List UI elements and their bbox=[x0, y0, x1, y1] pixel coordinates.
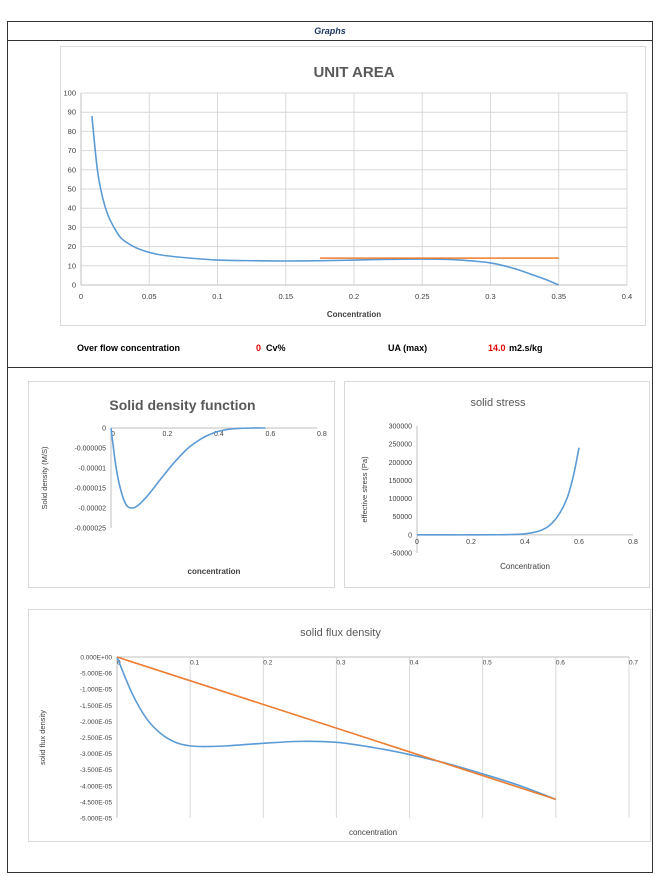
y-tick-label: -5.000E-06 bbox=[80, 671, 113, 678]
section-divider bbox=[7, 367, 653, 368]
solid-stress-chart-frame: solid stress -50000 0 50000 100000 150000 2000… bbox=[344, 381, 650, 588]
y-axis-label: Solid density (M/S) bbox=[40, 446, 49, 509]
x-tick-label: 0.8 bbox=[317, 431, 327, 438]
x-tick-label: 0.05 bbox=[142, 292, 157, 301]
ua-value: 14.0 bbox=[488, 343, 506, 353]
solid-flux-chart: solid flux density 0.000E+00 -5.000E-06 -1.… bbox=[38, 627, 638, 837]
x-tick-label: 0.5 bbox=[483, 660, 492, 667]
x-tick-label: 0.3 bbox=[336, 660, 345, 667]
x-tick-label: 0.7 bbox=[629, 660, 638, 667]
y-tick-label: -4.000E-05 bbox=[80, 783, 113, 790]
series-line-1 bbox=[116, 656, 557, 801]
y-tick-label: 10 bbox=[68, 261, 76, 270]
x-tick-label: 0.15 bbox=[278, 292, 293, 301]
x-tick-label: 0.2 bbox=[163, 431, 173, 438]
series-line-2 bbox=[116, 656, 557, 801]
y-tick-label: -3.500E-05 bbox=[80, 767, 113, 774]
series-line-1 bbox=[110, 427, 266, 509]
y-tick-label: 90 bbox=[68, 108, 76, 117]
x-tick-label: 0.35 bbox=[551, 292, 566, 301]
chart-title: solid stress bbox=[470, 397, 526, 409]
x-tick-label: 0.4 bbox=[520, 539, 530, 546]
x-tick-label: 0.6 bbox=[574, 539, 584, 546]
unit-area-chart: UNIT AREA 0 10 20 30 40 50 60 70 80 90 100 0 0.05 0.1 0… bbox=[50, 64, 632, 319]
y-tick-label: 40 bbox=[68, 204, 76, 213]
series-line-1 bbox=[91, 115, 560, 286]
x-tick-label: 0 bbox=[79, 292, 83, 301]
y-axis-label: solid flux density bbox=[38, 710, 47, 765]
y-tick-label: 50 bbox=[68, 185, 76, 194]
overflow-value: 0 bbox=[256, 343, 262, 353]
x-axis-label: Concentration bbox=[327, 310, 381, 319]
y-tick-label: -2.000E-05 bbox=[80, 719, 113, 726]
y-tick-label: 50000 bbox=[393, 514, 413, 521]
x-tick-label: 0 bbox=[111, 431, 115, 438]
y-tick-label: 100 bbox=[63, 89, 76, 98]
section-title: Graphs bbox=[7, 21, 653, 41]
x-tick-label: 0.2 bbox=[263, 660, 272, 667]
x-tick-label: 0.4 bbox=[214, 431, 224, 438]
solid-density-chart-frame: Solid density function 0 -0.000005 -0.00001… bbox=[28, 381, 335, 588]
x-tick-label: 0.2 bbox=[466, 539, 476, 546]
y-tick-label: 20 bbox=[68, 242, 76, 251]
y-axis-label: effective stress (Pa) bbox=[360, 456, 369, 523]
y-tick-label: 250000 bbox=[389, 442, 412, 449]
y-tick-label: -0.000015 bbox=[74, 486, 106, 493]
x-tick-label: 0.1 bbox=[190, 660, 199, 667]
x-tick-label: 0.1 bbox=[212, 292, 222, 301]
overflow-unit: Cv% bbox=[266, 343, 286, 353]
x-tick-label: 0.2 bbox=[349, 292, 359, 301]
x-tick-label: 0.6 bbox=[266, 431, 276, 438]
y-tick-label: 70 bbox=[68, 146, 76, 155]
y-tick-label: 0.000E+00 bbox=[80, 655, 112, 662]
y-tick-label: 150000 bbox=[389, 478, 412, 485]
ua-label: UA (max) bbox=[388, 343, 428, 353]
y-tick-label: 30 bbox=[68, 223, 76, 232]
x-tick-label: 0.25 bbox=[415, 292, 430, 301]
y-tick-label: -1.000E-05 bbox=[80, 687, 113, 694]
x-tick-label: 0.6 bbox=[556, 660, 565, 667]
x-tick-label: 0.8 bbox=[628, 539, 638, 546]
y-tick-label: -3.000E-05 bbox=[80, 751, 113, 758]
y-tick-label: 80 bbox=[68, 127, 76, 136]
y-tick-label: 0 bbox=[72, 281, 76, 290]
y-tick-label: 0 bbox=[408, 532, 412, 539]
y-tick-label: -4.500E-05 bbox=[80, 799, 113, 806]
chart-title: UNIT AREA bbox=[313, 64, 394, 81]
y-tick-label: -0.00001 bbox=[78, 466, 106, 473]
y-tick-label: 60 bbox=[68, 165, 76, 174]
y-tick-label: -0.00002 bbox=[78, 506, 106, 513]
y-tick-label: -1.500E-05 bbox=[80, 703, 113, 710]
y-tick-label: 300000 bbox=[389, 424, 412, 431]
solid-flux-chart-frame: solid flux density 0.000E+00 -5.000E-06 -1.… bbox=[28, 609, 651, 842]
x-axis-label: Concentration bbox=[500, 562, 550, 571]
y-tick-label: -0.000025 bbox=[74, 526, 106, 533]
y-tick-label: 0 bbox=[102, 426, 106, 433]
x-tick-label: 0.4 bbox=[410, 660, 419, 667]
y-tick-label: -0.000005 bbox=[74, 446, 106, 453]
y-tick-label: 200000 bbox=[389, 460, 412, 467]
y-tick-label: -2.500E-05 bbox=[80, 735, 113, 742]
ua-unit: m2.s/kg bbox=[509, 343, 543, 353]
y-tick-label: -5.000E-05 bbox=[80, 816, 113, 823]
unit-area-chart-frame: UNIT AREA 0 10 20 30 40 50 60 70 80 90 100 0 0.05 0.1 0… bbox=[50, 46, 646, 326]
chart-title: Solid density function bbox=[109, 397, 255, 413]
x-tick-label: 0.3 bbox=[485, 292, 495, 301]
y-tick-label: -50000 bbox=[390, 551, 412, 558]
x-tick-label: 0.4 bbox=[622, 292, 632, 301]
series-line-1 bbox=[417, 447, 580, 536]
x-axis-label: concentration bbox=[188, 567, 241, 576]
solid-density-chart: Solid density function 0 -0.000005 -0.00001… bbox=[40, 397, 327, 576]
chart-title: solid flux density bbox=[300, 627, 381, 639]
x-axis-label: concentration bbox=[349, 828, 397, 837]
overflow-label: Over flow concentration bbox=[77, 343, 181, 353]
solid-stress-chart: solid stress-500000500001000001500002000… bbox=[360, 397, 638, 571]
y-tick-label: 100000 bbox=[389, 496, 412, 503]
x-tick-label: 0 bbox=[415, 539, 419, 546]
